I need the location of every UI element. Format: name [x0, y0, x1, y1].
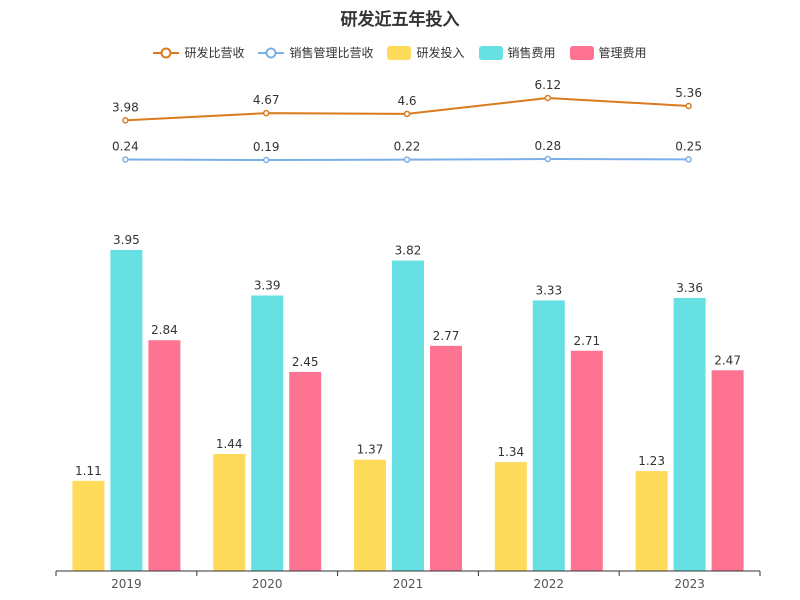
bar-value-label: 1.37 [357, 443, 384, 457]
legend-label: 研发比营收 [184, 46, 245, 60]
line-value-label: 5.36 [675, 86, 702, 100]
legend-item-sales-expense[interactable]: 销售费用 [478, 44, 556, 61]
bar [494, 462, 527, 571]
line-marker-icon [258, 47, 285, 58]
bar-value-label: 1.11 [75, 464, 102, 478]
line-value-label: 4.67 [253, 93, 280, 107]
line-point [685, 156, 692, 163]
line-value-label: 3.98 [112, 100, 139, 114]
bar [635, 471, 668, 571]
bar [532, 300, 565, 571]
x-tick-label: 2021 [393, 577, 424, 591]
legend-label: 管理费用 [598, 46, 647, 60]
bar-value-label: 3.82 [395, 244, 422, 258]
x-tick-label: 2022 [534, 577, 565, 591]
bar [354, 459, 386, 571]
bar-value-label: 3.36 [676, 281, 703, 295]
bar-swatch-icon [387, 45, 412, 60]
bar-value-label: 2.71 [573, 334, 600, 348]
bar [570, 350, 603, 571]
chart-title: 研发近五年投入 [340, 10, 460, 30]
legend-item-rd-investment[interactable]: 研发投入 [387, 44, 465, 61]
bar-swatch-icon [478, 45, 503, 60]
line-point [685, 102, 692, 110]
line-value-label: 4.6 [397, 94, 416, 108]
bar [72, 480, 105, 571]
line-point [262, 156, 270, 164]
bar [110, 250, 143, 571]
line-point [403, 156, 411, 163]
line-value-label: 6.12 [534, 78, 561, 92]
bar-value-label: 2.47 [714, 353, 741, 367]
bar-value-label: 1.44 [216, 437, 243, 451]
bar [213, 453, 246, 571]
legend-item-admin-expense[interactable]: 管理费用 [569, 44, 647, 61]
line-value-label: 0.22 [394, 140, 421, 154]
line-point [544, 94, 552, 102]
x-tick-label: 2019 [111, 577, 142, 591]
bar [392, 260, 424, 571]
bar-value-label: 2.84 [151, 323, 178, 337]
legend: 研发比营收 销售管理比营收 研发投入 销售费用 管理费用 [0, 44, 800, 61]
bar-value-label: 3.33 [535, 283, 562, 297]
line-point [544, 155, 552, 163]
bar [673, 297, 706, 571]
legend-label: 销售费用 [507, 46, 556, 60]
line-point [122, 156, 129, 163]
legend-item-sales-admin-ratio[interactable]: 销售管理比营收 [258, 44, 373, 61]
bar-value-label: 1.34 [497, 445, 524, 459]
line-point [122, 117, 129, 124]
line-value-label: 0.19 [253, 140, 280, 154]
bar [289, 371, 322, 571]
bar [711, 370, 744, 571]
bar [148, 340, 181, 571]
bar-swatch-icon [569, 45, 594, 60]
bar [251, 295, 284, 571]
bar [430, 345, 462, 571]
legend-item-rd-ratio[interactable]: 研发比营收 [153, 44, 244, 61]
line-marker-icon [153, 47, 180, 58]
line-point [262, 109, 270, 117]
bar-value-label: 3.39 [254, 279, 281, 293]
bar-value-label: 2.77 [433, 329, 460, 343]
line-value-label: 0.25 [675, 139, 702, 153]
legend-label: 销售管理比营收 [289, 46, 374, 60]
legend-label: 研发投入 [416, 46, 465, 60]
line-point [403, 110, 411, 118]
line-value-label: 0.24 [112, 139, 139, 153]
bar-value-label: 1.23 [638, 454, 665, 468]
line-value-label: 0.28 [534, 139, 561, 153]
x-tick-label: 2023 [674, 577, 705, 591]
bar-value-label: 3.95 [113, 233, 140, 247]
bar-value-label: 2.45 [292, 355, 319, 369]
x-tick-label: 2020 [252, 577, 283, 591]
